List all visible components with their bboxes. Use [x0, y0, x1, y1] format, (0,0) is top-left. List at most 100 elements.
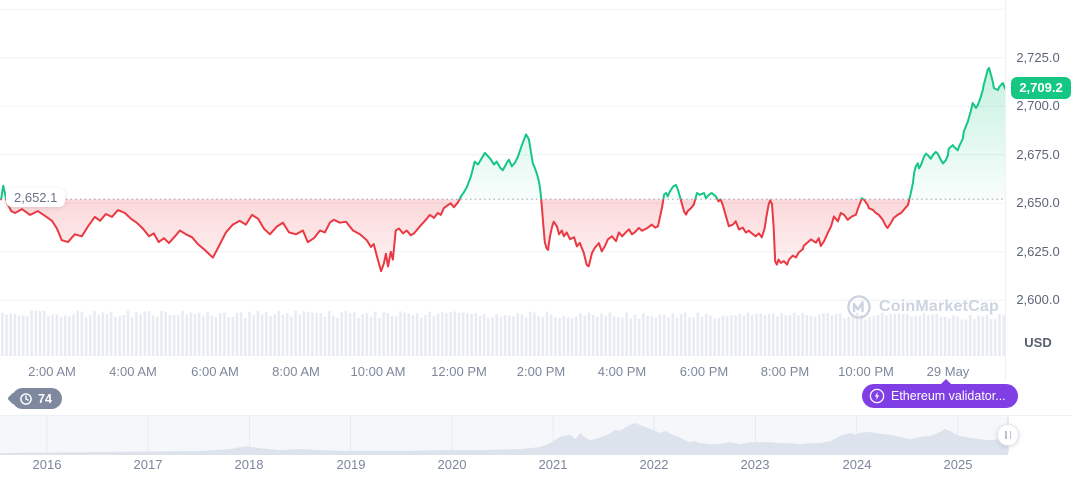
volume-bar [185, 314, 188, 356]
volume-bar [298, 314, 302, 356]
volume-bar [399, 311, 402, 356]
scrubber-year-label: 2022 [639, 457, 669, 472]
volume-bar [801, 313, 804, 356]
volume-bar [122, 315, 126, 356]
volume-bar [809, 316, 813, 356]
volume-bar [461, 312, 465, 356]
volume-bar [197, 312, 201, 356]
volume-bar [248, 311, 251, 356]
scrubber-year-axis[interactable]: 2016 2017 2018 2019 2020 2021 2022 2023 2024 2025 [0, 457, 1072, 475]
volume-bar [621, 317, 624, 356]
volume-bar [252, 314, 255, 356]
volume-bar [420, 317, 423, 356]
y-axis-tick: 2,725.0 [1016, 50, 1060, 65]
volume-bar [306, 312, 310, 356]
volume-bar [830, 315, 834, 356]
area-above-open [1, 67, 1005, 200]
volume-bar [654, 317, 658, 356]
watermark: CoinMarketCap [846, 294, 999, 320]
x-axis-tick: 6:00 PM [679, 364, 729, 379]
volume-bar [893, 313, 897, 356]
volume-bar [872, 315, 876, 356]
volume-bar [260, 314, 264, 356]
volume-bar [344, 311, 348, 356]
volume-bar [97, 314, 100, 356]
volume-bar [985, 314, 989, 356]
volume-bar [269, 316, 272, 356]
volume-bar [554, 317, 557, 356]
volume-bar [466, 313, 469, 356]
scrubber-handle[interactable] [997, 424, 1019, 446]
volume-bar [684, 312, 687, 356]
volume-bar [193, 313, 197, 356]
volume-bar [290, 316, 293, 356]
x-axis-tick: 12:00 PM [431, 364, 487, 379]
volume-bar [541, 317, 545, 356]
scrubber-year-label: 2024 [842, 457, 872, 472]
open-price-label: 2,652.1 [6, 188, 66, 207]
volume-bar [231, 316, 235, 356]
volume-bar [625, 312, 628, 356]
volume-bar [13, 314, 17, 356]
scrubber-year-label: 2021 [538, 457, 568, 472]
volume-bar [84, 317, 88, 356]
volume-bar [143, 311, 147, 356]
volume-bar [998, 314, 1001, 356]
volume-bar [549, 314, 553, 356]
volume-bar [968, 315, 972, 356]
volume-bar [441, 312, 444, 356]
volume-bar [499, 316, 503, 356]
scrubber-year-label: 2019 [336, 457, 366, 472]
volume-bar [386, 313, 390, 356]
event-badge[interactable]: Ethereum validator... [862, 379, 1018, 408]
volume-bar [302, 311, 306, 356]
volume-bar [407, 313, 410, 356]
volume-bar [562, 315, 566, 356]
x-axis: 2:00 AM 4:00 AM 6:00 AM 8:00 AM 10:00 AM 12:0… [0, 364, 1005, 382]
volume-bar [516, 313, 519, 356]
volume-bar [533, 312, 536, 356]
volume-bar [813, 316, 817, 356]
volume-bar [26, 316, 29, 356]
volume-bar [495, 314, 498, 356]
x-axis-tick: 2:00 PM [516, 364, 566, 379]
volume-bar [738, 313, 741, 356]
volume-bar [51, 314, 54, 356]
volume-bar [369, 316, 373, 356]
volume-bar [973, 319, 976, 356]
x-axis-tick: 8:00 AM [272, 364, 320, 379]
clock-icon [20, 392, 32, 405]
volume-bar [935, 314, 938, 356]
volume-bar [206, 312, 209, 356]
volume-bar [914, 315, 917, 356]
volume-bar [202, 315, 205, 356]
y-axis-tick: 2,650.0 [1016, 195, 1060, 210]
area-below-open [1, 199, 910, 272]
volume-bar [847, 316, 850, 356]
volume-bar [868, 316, 871, 356]
volume-bar [688, 317, 691, 356]
volume-bar [528, 311, 532, 356]
volume-bar [658, 314, 662, 356]
volume-bar [839, 313, 842, 356]
volume-bar [939, 316, 943, 356]
volume-bar [700, 316, 704, 356]
coinmarketcap-logo-icon [847, 295, 871, 319]
volume-bar [415, 313, 419, 356]
watchers-badge[interactable]: 74 [12, 388, 62, 409]
volume-bar [394, 316, 398, 356]
volume-bar [910, 316, 913, 356]
y-axis-tick: 2,600.0 [1016, 292, 1060, 307]
volume-bar [922, 313, 926, 356]
volume-bar [453, 311, 457, 356]
volume-bar [1002, 315, 1005, 356]
volume-bar [692, 317, 695, 356]
volume-bar [797, 315, 800, 356]
volume-bar [805, 315, 809, 356]
volume-bar [189, 312, 193, 356]
volume-bar [843, 318, 846, 356]
volume-bar [612, 316, 616, 356]
volume-bar [156, 316, 159, 356]
